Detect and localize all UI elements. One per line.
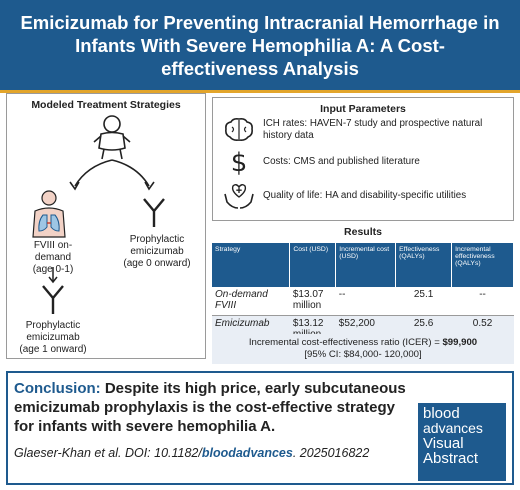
page-title: Emicizumab for Preventing Intracranial H…	[20, 11, 500, 79]
results-title: Results	[344, 226, 382, 238]
cell-inc-effectiveness: --	[451, 287, 514, 316]
treatment-strategies-panel: Modeled Treatment Strategies FVIII on-de…	[6, 93, 206, 359]
citation-prefix: Glaeser-Khan et al. DOI: 10.1182/	[14, 446, 202, 460]
care-hands-icon	[223, 182, 255, 210]
conclusion-box: Conclusion: Despite its high price, earl…	[6, 371, 514, 485]
input-item-ich: ICH rates: HAVEN-7 study and prospective…	[223, 116, 503, 144]
icer-label: Incremental cost-effectiveness ratio (IC…	[248, 337, 443, 348]
citation-doi-link[interactable]: bloodadvances	[201, 446, 293, 460]
icer-box: Incremental cost-effectiveness ratio (IC…	[212, 334, 514, 364]
col-effectiveness: Effectiveness (QALYs)	[395, 243, 453, 287]
cell-inc-cost: --	[335, 287, 396, 316]
antibody-icon	[42, 285, 64, 314]
results-table: Strategy Cost (USD) Incremental cost (US…	[212, 243, 514, 343]
input-parameters-panel: Input Parameters ICH rates: HAVEN-7 stud…	[212, 97, 514, 221]
table-row: On-demand FVIII $13.07 million -- 25.1 -…	[212, 287, 514, 316]
proph0-line2: emicizumab	[130, 246, 184, 257]
svg-text:$: $	[231, 148, 248, 177]
input-item-quality: Quality of life: HA and disability-speci…	[223, 182, 503, 210]
proph-age1-label: Prophylactic emicizumab (age 1 onward)	[11, 320, 95, 356]
conclusion-text: Conclusion: Despite its high price, earl…	[14, 379, 418, 436]
icer-line: Incremental cost-effectiveness ratio (IC…	[212, 337, 514, 349]
citation-suffix: . 2025016822	[292, 446, 370, 460]
proph-age0-label: Prophylactic emicizumab (age 0 onward)	[115, 234, 199, 270]
branch-arrows-icon	[69, 159, 155, 191]
input-quality-text: Quality of life: HA and disability-speci…	[263, 190, 467, 201]
col-cost: Cost (USD)	[289, 243, 337, 287]
header-banner: Emicizumab for Preventing Intracranial H…	[0, 0, 520, 93]
col-strategy: Strategy	[212, 243, 291, 287]
logo-line3: Visual	[423, 435, 464, 452]
results-header-row: Strategy Cost (USD) Incremental cost (US…	[212, 243, 514, 287]
logo-line2: advances	[423, 420, 483, 436]
col-inc-effectiveness: Incremental effectiveness (QALYs)	[451, 243, 514, 287]
conclusion-body: Despite its high price, early subcutaneo…	[14, 380, 406, 435]
cell-cost: $13.07 million	[289, 287, 336, 316]
logo-line1: blood	[423, 405, 460, 422]
input-parameters-title: Input Parameters	[320, 103, 406, 115]
proph1-line2: emicizumab	[26, 332, 80, 343]
col-inc-cost: Incremental cost (USD)	[335, 243, 397, 287]
strategies-title: Modeled Treatment Strategies	[31, 99, 181, 111]
cell-strategy: On-demand FVIII	[212, 287, 290, 316]
cell-effectiveness: 25.1	[395, 287, 452, 316]
proph0-age: (age 0 onward)	[123, 258, 191, 269]
brain-icon	[223, 116, 255, 144]
fviii-label-name: FVIII on-demand	[33, 240, 73, 263]
infant-icon	[93, 115, 131, 160]
dollar-icon: $	[223, 148, 255, 177]
down-arrow-icon	[48, 267, 58, 284]
logo-line4: Abstract	[423, 450, 479, 467]
input-item-costs: $ Costs: CMS and published literature	[223, 148, 503, 177]
child-lungs-icon	[32, 190, 66, 238]
proph0-line1: Prophylactic	[129, 234, 185, 245]
conclusion-label: Conclusion:	[14, 380, 101, 397]
blood-advances-logo: blood advances Visual Abstract	[418, 403, 506, 481]
antibody-icon	[143, 198, 165, 227]
citation: Glaeser-Khan et al. DOI: 10.1182/bloodad…	[14, 445, 418, 462]
icer-value: $99,900	[442, 337, 478, 348]
icer-ci: [95% CI: $84,000- 120,000]	[304, 349, 422, 360]
proph1-line1: Prophylactic	[25, 320, 81, 331]
input-ich-text: ICH rates: HAVEN-7 study and prospective…	[263, 118, 483, 141]
input-costs-text: Costs: CMS and published literature	[263, 156, 420, 167]
proph1-age: (age 1 onward)	[19, 344, 87, 355]
